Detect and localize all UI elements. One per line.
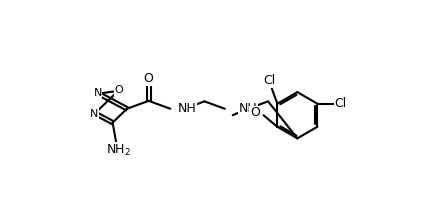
Text: O: O xyxy=(250,106,260,119)
Text: Cl: Cl xyxy=(335,97,347,110)
Text: N: N xyxy=(94,88,102,98)
Text: O: O xyxy=(115,85,123,95)
Text: NH: NH xyxy=(239,102,257,115)
Text: N: N xyxy=(90,109,98,119)
Text: O: O xyxy=(144,72,154,85)
Text: Cl: Cl xyxy=(264,74,276,87)
Text: NH: NH xyxy=(177,102,196,115)
Text: NH$_2$: NH$_2$ xyxy=(105,143,130,158)
